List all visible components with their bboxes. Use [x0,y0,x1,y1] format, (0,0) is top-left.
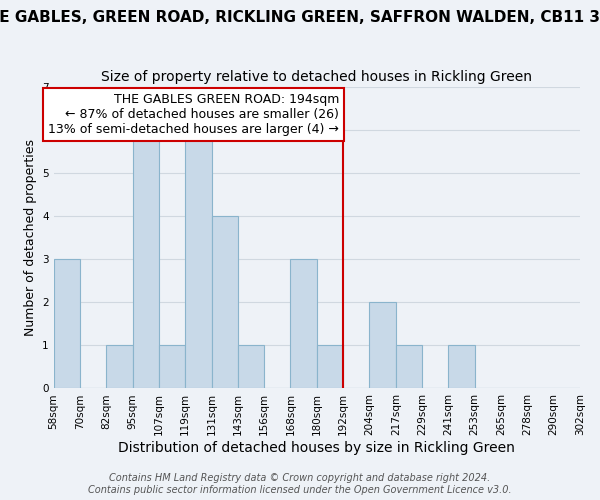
Bar [159,346,185,389]
Text: Contains HM Land Registry data © Crown copyright and database right 2024.
Contai: Contains HM Land Registry data © Crown c… [88,474,512,495]
Bar [133,130,159,388]
Bar [290,259,317,388]
Bar [317,346,343,389]
Bar [370,302,396,388]
Text: THE GABLES, GREEN ROAD, RICKLING GREEN, SAFFRON WALDEN, CB11 3YD: THE GABLES, GREEN ROAD, RICKLING GREEN, … [0,10,600,25]
Bar [185,130,212,388]
Bar [396,346,422,389]
Title: Size of property relative to detached houses in Rickling Green: Size of property relative to detached ho… [101,70,532,84]
Text: THE GABLES GREEN ROAD: 194sqm
← 87% of detached houses are smaller (26)
13% of s: THE GABLES GREEN ROAD: 194sqm ← 87% of d… [49,93,339,136]
Y-axis label: Number of detached properties: Number of detached properties [23,139,37,336]
Bar [448,346,475,389]
X-axis label: Distribution of detached houses by size in Rickling Green: Distribution of detached houses by size … [118,441,515,455]
Bar [238,346,264,389]
Bar [106,346,133,389]
Bar [212,216,238,388]
Bar [53,259,80,388]
